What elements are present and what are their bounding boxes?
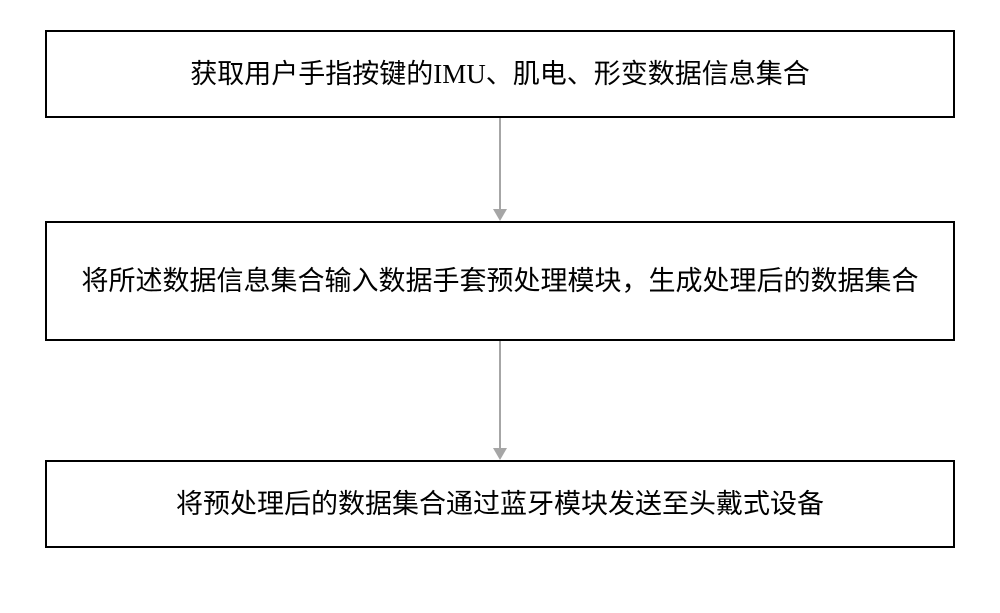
flowchart-box-text: 将预处理后的数据集合通过蓝牙模块发送至头戴式设备 [176, 484, 824, 525]
flowchart-box-text: 获取用户手指按键的IMU、肌电、形变数据信息集合 [190, 54, 810, 95]
flowchart-canvas: 获取用户手指按键的IMU、肌电、形变数据信息集合将所述数据信息集合输入数据手套预… [0, 0, 1000, 613]
flowchart-box: 获取用户手指按键的IMU、肌电、形变数据信息集合 [45, 30, 955, 118]
flowchart-arrow [499, 118, 501, 209]
flowchart-box-text: 将所述数据信息集合输入数据手套预处理模块，生成处理后的数据集合 [82, 261, 919, 302]
flowchart-box: 将预处理后的数据集合通过蓝牙模块发送至头戴式设备 [45, 460, 955, 548]
arrow-head-icon [493, 448, 507, 460]
flowchart-arrow [499, 341, 501, 448]
flowchart-box: 将所述数据信息集合输入数据手套预处理模块，生成处理后的数据集合 [45, 221, 955, 341]
arrow-head-icon [493, 209, 507, 221]
